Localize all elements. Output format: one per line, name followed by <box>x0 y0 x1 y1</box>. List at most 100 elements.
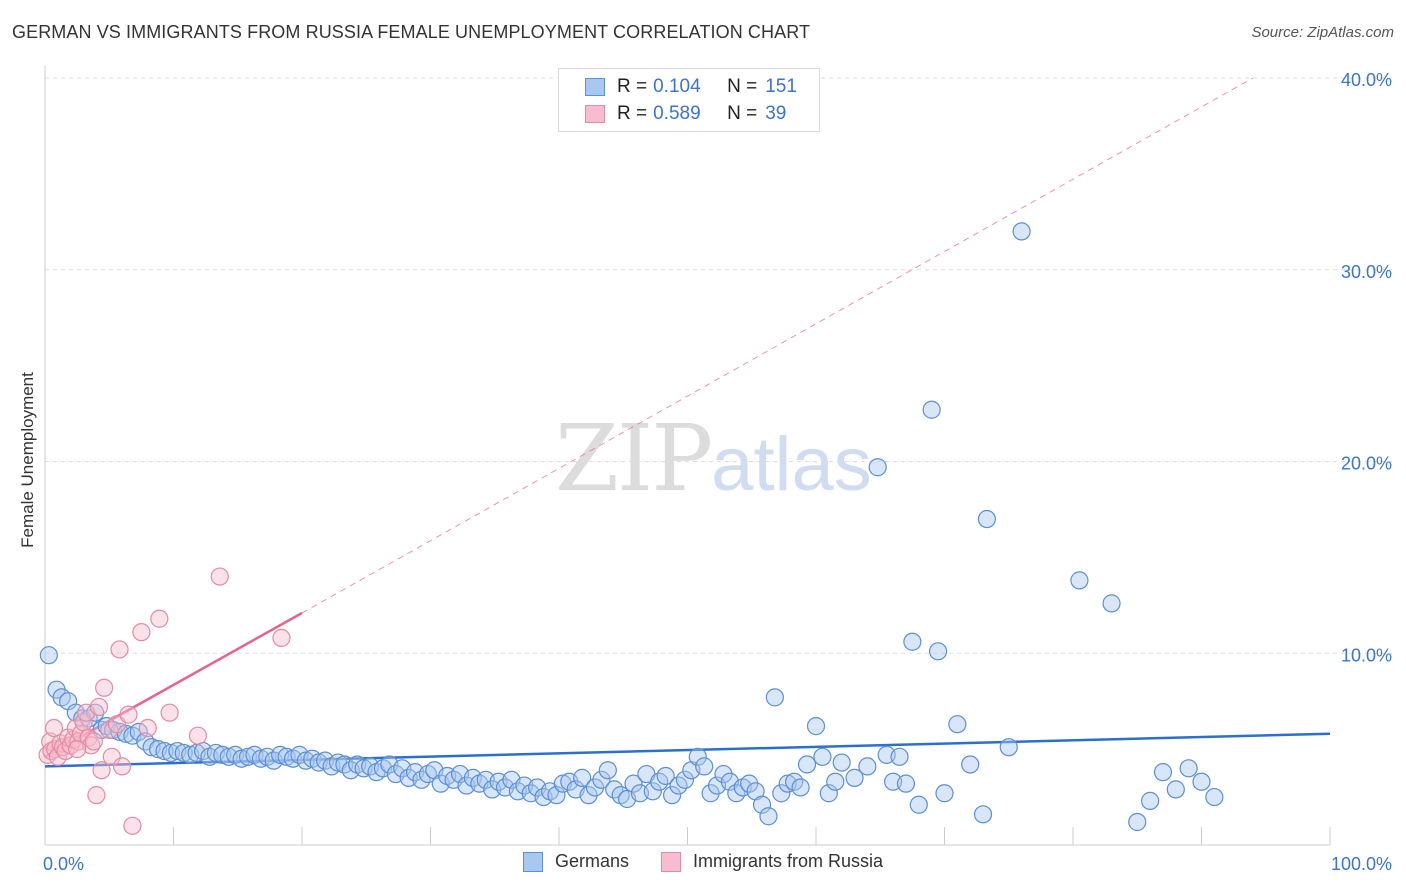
germans-point <box>1012 222 1031 241</box>
legend-label-germans: Germans <box>554 851 629 871</box>
series-legend: Germans Immigrants from Russia <box>0 851 1406 872</box>
source-credit: Source: ZipAtlas.com <box>1251 24 1394 41</box>
legend-row-russia: R = 0.589 N = 39 <box>585 101 786 127</box>
germans-point <box>935 784 954 803</box>
germans-point <box>806 717 826 736</box>
y-tick-label: 20.0% <box>1341 454 1392 474</box>
germans-point <box>826 772 845 791</box>
russia-point <box>84 732 103 751</box>
germans-point <box>1153 763 1173 782</box>
germans-point <box>592 770 611 789</box>
watermark-zip: ZIP <box>555 405 713 512</box>
germans-point <box>759 807 778 826</box>
russia-swatch <box>660 851 681 872</box>
germans-point <box>896 774 916 793</box>
russia-point <box>68 740 87 759</box>
germans-point <box>547 786 566 805</box>
russia-swatch <box>585 105 605 123</box>
x-tick-label-min: 0.0% <box>43 854 84 874</box>
correlation-legend: R = 0.104 N = 151 R = 0.589 N = 39 <box>558 68 820 132</box>
germans-point <box>999 738 1018 757</box>
germans-point <box>129 722 148 741</box>
y-tick-label: 30.0% <box>1341 262 1392 282</box>
germans-point <box>909 795 928 814</box>
legend-label-russia: Immigrants from Russia <box>692 851 884 871</box>
germans-point <box>813 747 832 766</box>
germans-point <box>155 741 174 761</box>
germans-point <box>922 400 941 419</box>
germans-point <box>624 774 643 793</box>
russia-point <box>272 628 291 648</box>
germans-point <box>977 509 997 529</box>
germans-point <box>39 646 58 665</box>
russia-point <box>112 757 132 776</box>
germans-point <box>1102 594 1121 613</box>
germans-point <box>662 786 682 805</box>
germans-point <box>1179 759 1198 778</box>
germans-point <box>1166 780 1185 799</box>
germans-swatch <box>522 851 543 872</box>
germans-point <box>695 757 714 776</box>
watermark-atlas: atlas <box>711 422 872 507</box>
germans-point <box>961 755 980 774</box>
points-layer <box>38 222 1224 835</box>
russia-point <box>123 816 142 835</box>
russia-point <box>87 786 106 805</box>
russia-point <box>150 609 169 628</box>
russia-point <box>95 678 114 697</box>
russia-point <box>89 697 109 717</box>
germans-point <box>845 768 864 787</box>
x-tick-label-max: 100.0% <box>1331 854 1392 874</box>
germans-point <box>688 747 707 766</box>
russia-point <box>160 703 179 722</box>
germans-point <box>791 778 810 797</box>
germans-point <box>174 743 193 763</box>
y-tick-label: 10.0% <box>1341 645 1392 665</box>
n-value: 151 <box>765 76 797 97</box>
russia-point <box>92 761 111 780</box>
germans-point <box>1070 571 1089 590</box>
germans-point <box>1128 812 1147 832</box>
r-value: 0.104 <box>653 76 701 97</box>
n-label: N = <box>727 103 758 124</box>
germans-point <box>1192 772 1211 791</box>
germans-point <box>1140 791 1160 810</box>
russia-point <box>44 718 64 738</box>
r-value: 0.589 <box>653 103 701 124</box>
legend-row-germans: R = 0.104 N = 151 <box>585 74 797 100</box>
germans-point <box>573 768 592 787</box>
y-tick-label: 40.0% <box>1341 70 1392 90</box>
germans-point <box>973 805 993 824</box>
germans-point <box>752 795 772 814</box>
grid-layer <box>45 77 1392 654</box>
chart-title: GERMAN VS IMMIGRANTS FROM RUSSIA FEMALE … <box>12 22 811 42</box>
watermark: ZIPatlas <box>555 405 872 512</box>
germans-point <box>797 755 817 774</box>
germans-point <box>832 753 851 772</box>
germans-point <box>161 743 181 763</box>
russia-point <box>210 567 229 586</box>
legend-item-germans[interactable]: Germans <box>522 851 629 872</box>
germans-point <box>819 784 838 803</box>
trend-layer <box>44 77 1331 768</box>
germans-point <box>890 747 909 766</box>
germans-point <box>675 770 695 789</box>
germans-point <box>1205 787 1224 807</box>
legend-item-russia[interactable]: Immigrants from Russia <box>660 851 884 872</box>
germans-point <box>903 632 922 651</box>
germans-trendline <box>44 732 1331 768</box>
germans-point <box>643 782 662 801</box>
russia-trendline <box>44 611 303 758</box>
n-label: N = <box>727 76 758 97</box>
tick-label-layer: 10.0% 20.0% 30.0% 40.0% 0.0% 100.0% <box>43 70 1392 874</box>
n-value: 39 <box>765 103 787 124</box>
russia-point <box>119 705 138 724</box>
germans-point <box>948 715 967 734</box>
r-label: R = <box>617 76 648 97</box>
russia-point <box>132 623 151 642</box>
russia-point <box>138 718 157 738</box>
germans-point <box>928 642 948 661</box>
russia-trendline-extension <box>301 77 1254 614</box>
germans-swatch <box>585 78 605 96</box>
